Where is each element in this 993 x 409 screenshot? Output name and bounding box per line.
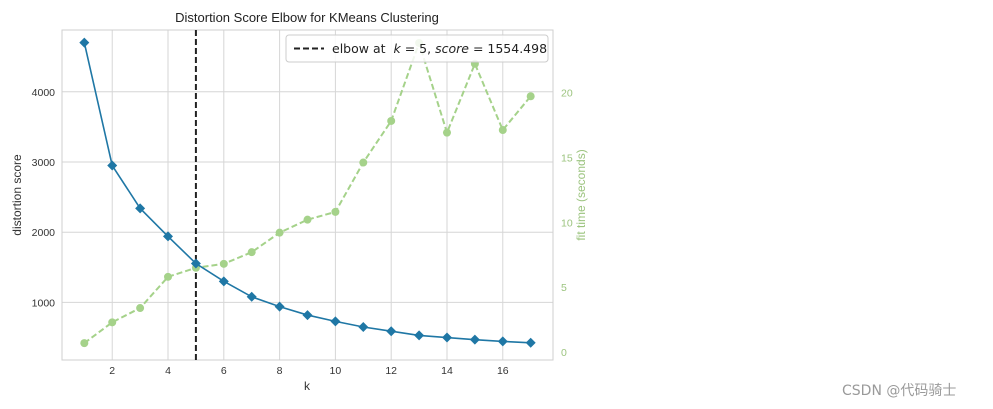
distortion-line [83,42,531,344]
tick-labels: 2 4 6 8 10 12 14 16 1000 2000 3000 4000 0 5 10 15 20 [32,87,573,377]
plot-frame [61,29,554,361]
fit-time-point [108,318,117,327]
legend-score-var: score [435,41,469,56]
legend-box [285,34,549,63]
legend-entry-elbow: elbow at k = 5, score = 1554.498 [332,41,547,56]
watermark-text: CSDN @代码骑士 [842,383,957,399]
distortion-point [246,291,257,302]
grid-lines [62,30,553,360]
distortion-point [330,316,341,327]
y2-tick-label: 5 [561,282,567,294]
distortion-point [135,203,146,214]
distortion-point [497,336,508,347]
fit-time-point [219,259,228,268]
distortion-point [358,322,369,332]
fit-time-point [498,126,507,135]
legend-k-eq: = 5, [405,41,435,56]
x-tick-label: 10 [330,365,342,377]
distortion-point [441,332,452,343]
fit-time-point [359,158,368,167]
fit-time-point [526,92,535,101]
distortion-point [218,276,229,287]
x-tick-label: 6 [221,365,227,377]
y-axis-label: distortion score [10,154,24,236]
legend-score-eq: = 1554.498 [473,41,547,56]
legend: elbow at k = 5, score = 1554.498 [285,34,549,63]
series-layer [79,37,536,348]
x-tick-label: 14 [441,365,453,377]
distortion-point [414,330,425,341]
y-tick-label: 3000 [32,157,56,169]
distortion-point [107,160,118,171]
y2-tick-label: 15 [561,152,573,164]
y2-tick-label: 10 [561,217,573,229]
chart-title: Distortion Score Elbow for KMeans Cluste… [175,10,439,25]
distortion-point [163,231,174,242]
fit-time-point [247,248,256,257]
x-tick-label: 2 [109,365,115,377]
x-tick-label: 16 [497,365,509,377]
distortion-point [79,37,90,48]
y-tick-label: 2000 [32,227,56,239]
x-tick-label: 4 [165,365,171,377]
y2-tick-label: 0 [561,347,567,359]
distortion-point [386,326,397,337]
y-tick-label: 4000 [32,87,56,99]
x-tick-label: 12 [385,365,397,377]
distortion-point [190,258,201,269]
distortion-point [525,337,536,348]
distortion-point [274,301,285,312]
fit-time-point [164,272,173,281]
fit-time-point [442,128,451,137]
fit-time-point [80,339,89,348]
legend-elbow-prefix: elbow at [332,41,386,56]
fit-time-line [83,39,532,344]
fit-time-point [387,116,396,125]
y2-axis-label: fit time (seconds) [574,149,588,240]
distortion-point [469,334,480,345]
legend-k-var: k [394,41,402,56]
x-axis-label: k [304,379,311,393]
distortion-point [302,310,313,321]
fit-time-point [331,207,340,216]
y-tick-label: 1000 [32,297,56,309]
y2-tick-label: 20 [561,87,573,99]
fit-time-point [136,304,145,313]
fit-time-point [303,215,312,224]
x-tick-label: 8 [277,365,283,377]
fit-time-point [275,228,284,237]
